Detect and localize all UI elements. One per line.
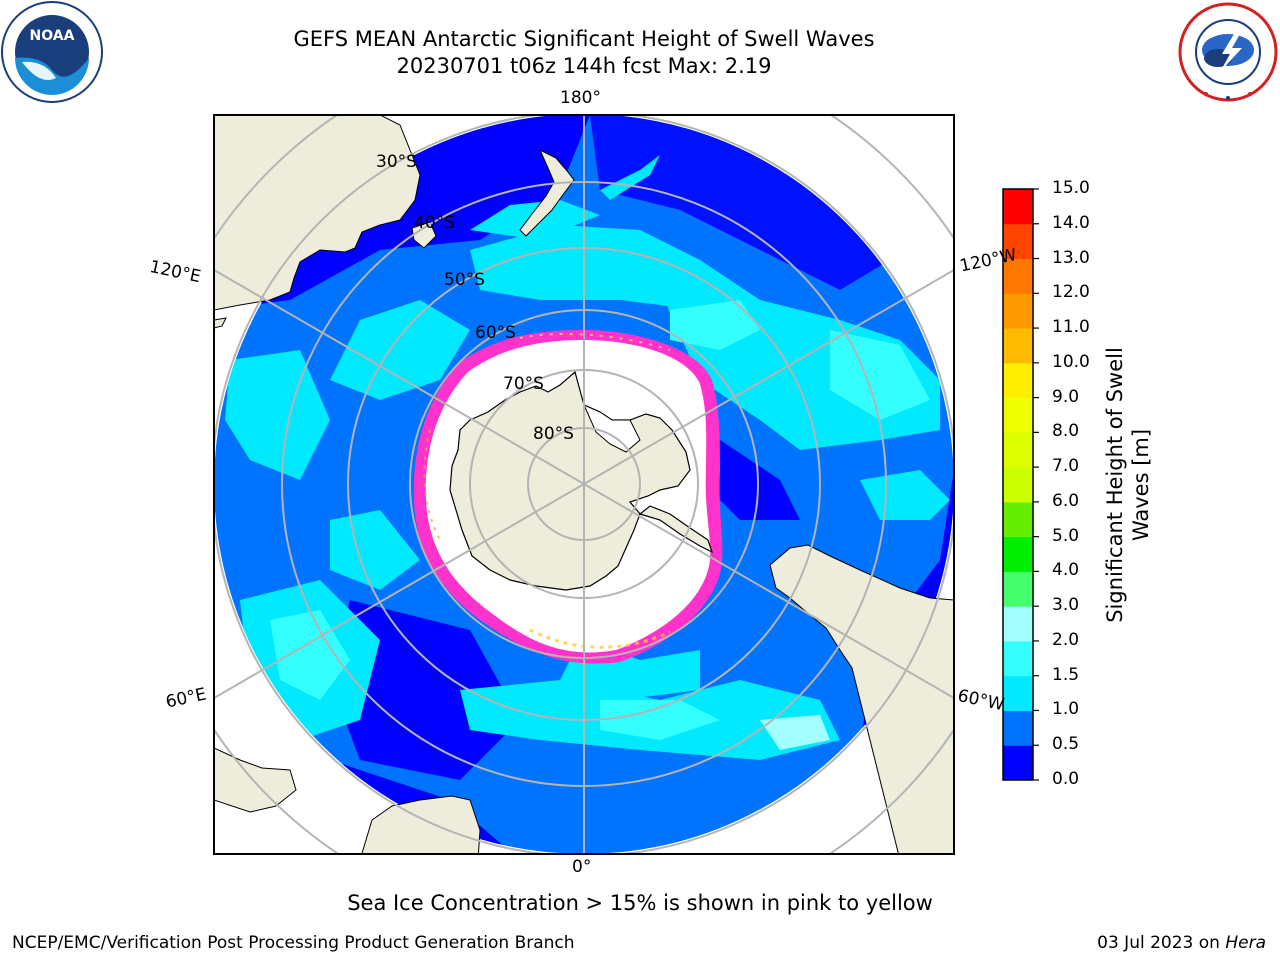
colorbar-label-line2: Waves [m] <box>1129 428 1153 542</box>
australia-land <box>214 115 421 311</box>
colorbar-bin <box>1003 536 1033 572</box>
credit-date: 03 Jul 2023 on <box>1097 933 1226 953</box>
lat-label-80s: 80°S <box>533 424 574 444</box>
colorbar-tick-label: 13.0 <box>1052 247 1090 268</box>
graticule <box>214 115 954 854</box>
chart-title: GEFS MEAN Antarctic Significant Height o… <box>293 27 875 51</box>
colorbar-bin <box>1003 189 1033 225</box>
colorbar <box>1002 188 1039 781</box>
lon-label-180: 180° <box>560 88 601 108</box>
colorbar-bin <box>1003 397 1033 433</box>
map-frame <box>213 114 955 855</box>
colorbar-bin <box>1003 258 1033 294</box>
colorbar-tick-label: 7.0 <box>1052 456 1080 477</box>
colorbar-tick-label: 9.0 <box>1052 386 1080 407</box>
colorbar-tick-label: 3.0 <box>1052 595 1080 616</box>
colorbar-label-line1: Significant Height of Swell <box>1103 347 1127 623</box>
colorbar-bin <box>1003 223 1033 260</box>
sea-ice-note: Sea Ice Concentration > 15% is shown in … <box>347 891 933 915</box>
credit-left: NCEP/EMC/Verification Post Processing Pr… <box>12 933 575 953</box>
colorbar-tick-label: 11.0 <box>1052 317 1090 338</box>
colorbar-bin <box>1003 467 1033 503</box>
colorbar-bin <box>1003 432 1033 468</box>
national-weather-service-logo-icon <box>1176 0 1280 108</box>
credit-right: 03 Jul 2023 on Hera <box>1097 933 1266 953</box>
colorbar-tick-label: 15.0 <box>1052 178 1090 198</box>
colorbar-tick-label: 4.0 <box>1052 560 1080 581</box>
credit-host: Hera <box>1225 933 1266 953</box>
colorbar-tick-label: 2.0 <box>1052 629 1080 650</box>
colorbar-bin <box>1003 745 1033 781</box>
colorbar-bin <box>1003 362 1033 399</box>
colorbar-tick-label: 6.0 <box>1052 490 1080 511</box>
colorbar-tick-label: 10.0 <box>1052 351 1090 372</box>
colorbar-bin <box>1003 710 1033 746</box>
lat-label-50s: 50°S <box>444 270 485 290</box>
lat-label-40s: 40°S <box>414 213 455 233</box>
colorbar-tick-label: 12.0 <box>1052 282 1090 303</box>
colorbar-label: Significant Height of Swell Waves [m] <box>1102 347 1154 623</box>
noaa-logo-icon: NOAA <box>0 0 104 108</box>
noaa-logo-text: NOAA <box>30 28 75 44</box>
colorbar-bin <box>1003 640 1033 677</box>
chart-subtitle: 20230701 t06z 144h fcst Max: 2.19 <box>396 54 772 78</box>
colorbar-bin <box>1003 501 1033 538</box>
colorbar-bin <box>1003 571 1033 607</box>
colorbar-tick-label: 1.5 <box>1052 664 1080 685</box>
lat-label-60s: 60°S <box>475 323 516 343</box>
colorbar-tick-label: 8.0 <box>1052 421 1080 442</box>
colorbar-tick-label: 14.0 <box>1052 212 1090 233</box>
colorbar-tick-label: 1.0 <box>1052 699 1080 720</box>
south-america-land <box>769 544 954 854</box>
colorbar-bin <box>1003 675 1033 711</box>
africa-land <box>214 747 297 813</box>
colorbar-tick-label: 0.5 <box>1052 734 1080 755</box>
colorbar-tick-label: 0.0 <box>1052 769 1080 789</box>
lat-label-30s: 30°S <box>376 152 417 172</box>
colorbar-bin <box>1003 328 1033 364</box>
lat-label-70s: 70°S <box>503 374 544 394</box>
colorbar-tick-label: 5.0 <box>1052 525 1080 546</box>
colorbar-bin <box>1003 606 1033 642</box>
lon-label-0: 0° <box>572 857 592 877</box>
colorbar-bin <box>1003 293 1033 329</box>
